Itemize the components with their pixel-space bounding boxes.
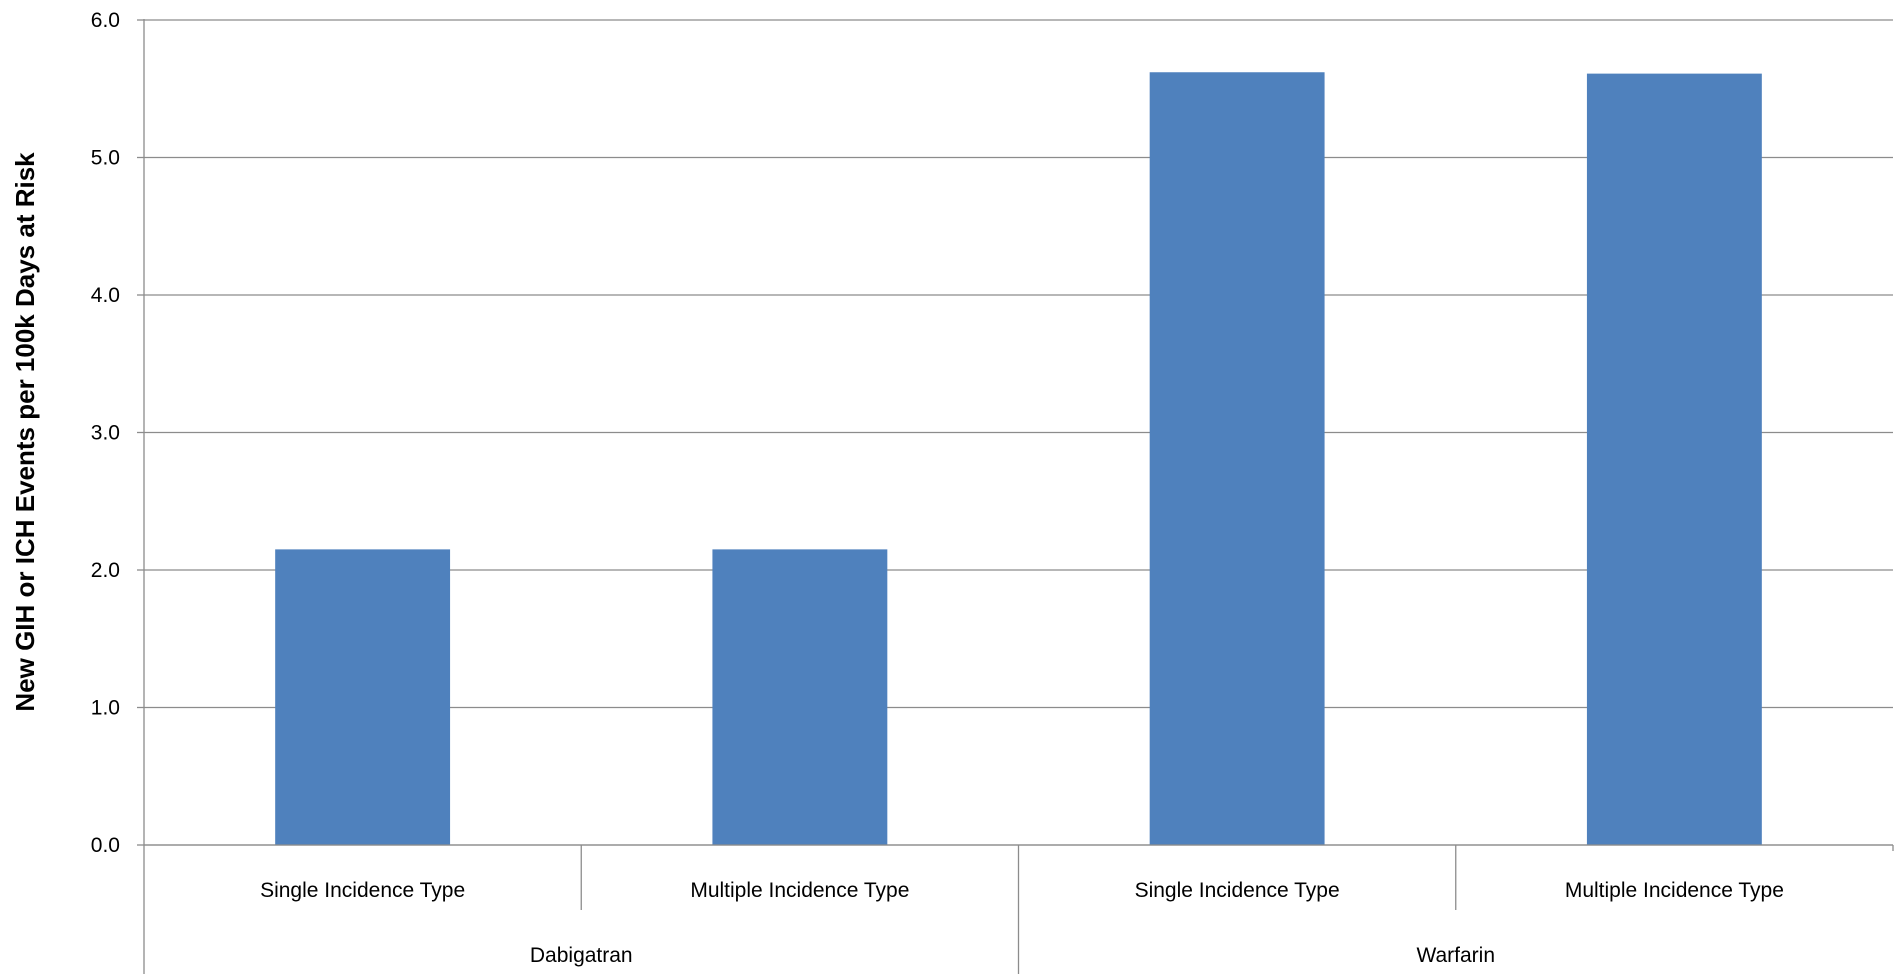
y-axis-title: New GIH or ICH Events per 100k Days at R… xyxy=(10,152,40,712)
y-tick-label: 4.0 xyxy=(91,284,120,307)
x-category-label: Multiple Incidence Type xyxy=(690,879,909,902)
bar xyxy=(275,549,451,845)
x-group-label: Warfarin xyxy=(1416,944,1495,967)
bar xyxy=(1149,72,1325,845)
y-tick-label: 6.0 xyxy=(91,9,120,32)
x-category-label: Single Incidence Type xyxy=(260,879,465,902)
axes xyxy=(137,19,1894,974)
x-category-label: Single Incidence Type xyxy=(1135,879,1340,902)
bar xyxy=(1586,73,1762,845)
bar xyxy=(712,549,888,845)
y-tick-label: 1.0 xyxy=(91,697,120,720)
y-tick-label: 5.0 xyxy=(91,147,120,170)
y-tick-label: 2.0 xyxy=(91,559,120,582)
y-tick-label: 3.0 xyxy=(91,422,120,445)
y-tick-label: 0.0 xyxy=(91,834,120,857)
axis-labels: 0.0 1.0 2.0 3.0 4.0 5.0 6.0 Single Incidence Ty… xyxy=(91,9,1784,967)
bars xyxy=(275,72,1762,845)
x-category-label: Multiple Incidence Type xyxy=(1565,879,1784,902)
x-group-label: Dabigatran xyxy=(530,944,633,967)
